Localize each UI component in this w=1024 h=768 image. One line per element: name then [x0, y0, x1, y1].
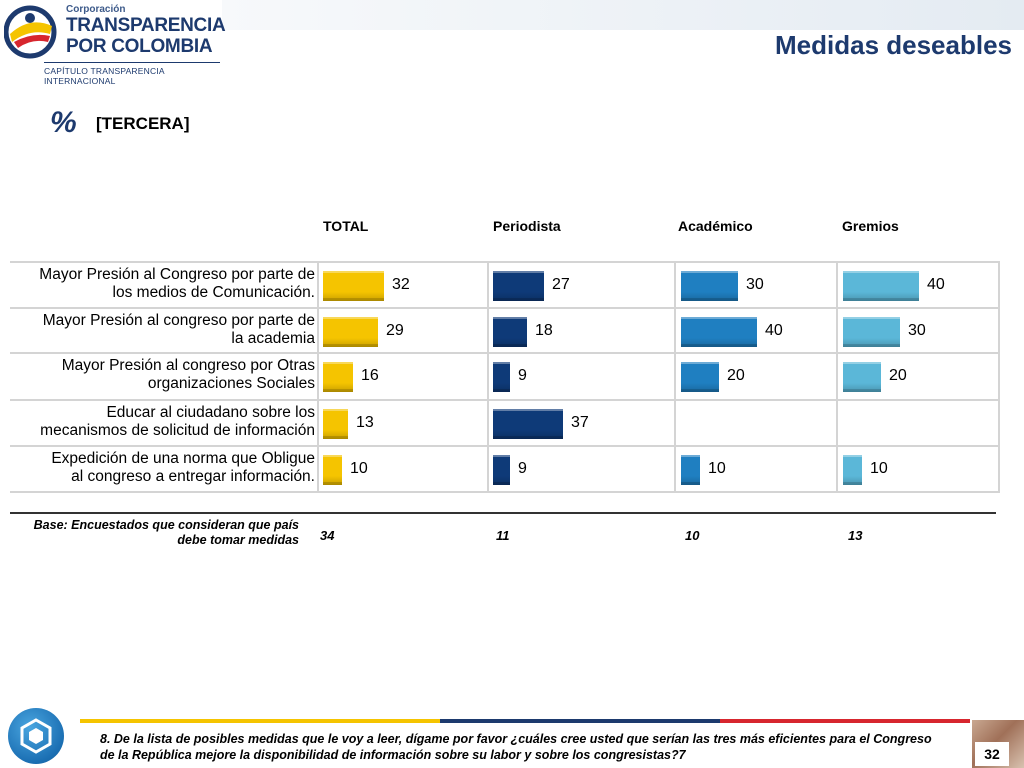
logo-emblem-icon — [4, 5, 57, 59]
bar — [493, 409, 563, 439]
category-label-line: al congreso a entregar información. — [71, 468, 315, 485]
bar — [843, 317, 900, 347]
category-label-line: Mayor Presión al congreso por Otras — [61, 357, 315, 374]
data-label: 27 — [552, 276, 570, 293]
base-label: Base: Encuestados que consideran que paí… — [33, 518, 299, 547]
data-label: 10 — [870, 460, 888, 477]
data-label: 10 — [708, 460, 726, 477]
footer-question: 8. De la lista de posibles medidas que l… — [100, 732, 932, 762]
column-header-2: Académico — [678, 218, 753, 234]
bar — [493, 455, 510, 485]
category-label-line: Educar al ciudadano sobre los — [106, 404, 315, 421]
data-label: 30 — [908, 322, 926, 339]
data-label: 30 — [746, 276, 764, 293]
bar — [681, 362, 719, 392]
grid-row-line — [10, 352, 1000, 354]
grid-column-line — [674, 262, 676, 492]
category-label: Educar al ciudadano sobre los mecanismos … — [10, 404, 315, 440]
data-label: 9 — [518, 460, 527, 477]
grid-column-line — [998, 262, 1000, 492]
bar — [843, 271, 919, 301]
logo-subtitle: CAPÍTULO TRANSPARENCIA INTERNACIONAL — [44, 66, 165, 86]
category-label-line: la academia — [231, 330, 315, 347]
data-label: 20 — [889, 367, 907, 384]
category-label-line: mecanismos de solicitud de información — [40, 422, 315, 439]
bar — [493, 271, 544, 301]
bar — [323, 455, 342, 485]
category-label: Mayor Presión al congreso por parte de la… — [10, 312, 315, 348]
column-header-1: Periodista — [493, 218, 561, 234]
category-label-line: Expedición de una norma que Obligue — [51, 450, 315, 467]
data-label: 10 — [350, 460, 368, 477]
bar — [493, 317, 527, 347]
base-value: 10 — [685, 528, 700, 543]
category-label-line: Mayor Presión al Congreso por parte de — [39, 266, 315, 283]
bar — [493, 362, 510, 392]
data-label: 29 — [386, 322, 404, 339]
base-divider — [10, 512, 996, 514]
data-label: 20 — [727, 367, 745, 384]
base-value: 13 — [848, 528, 863, 543]
grid-row-line — [10, 491, 1000, 493]
category-label: Mayor Presión al congreso por Otras organ… — [10, 357, 315, 393]
bar — [323, 362, 353, 392]
bar — [843, 455, 862, 485]
bar — [681, 317, 757, 347]
logo-small-text: Corporación — [66, 4, 126, 15]
bar — [681, 455, 700, 485]
category-label-line: los medios de Comunicación. — [112, 284, 315, 301]
grid-row-line — [10, 307, 1000, 309]
grid-column-line — [487, 262, 489, 492]
logo-line-2: POR COLOMBIA — [66, 36, 213, 57]
footer-bar-yellow — [80, 719, 440, 723]
grid-row-line — [10, 445, 1000, 447]
data-label: 40 — [927, 276, 945, 293]
category-label: Mayor Presión al Congreso por parte de lo… — [10, 266, 315, 302]
data-label: 18 — [535, 322, 553, 339]
grid-column-line — [317, 262, 319, 492]
cube-logo-icon — [8, 708, 64, 764]
category-label-line: Mayor Presión al congreso por parte de — [42, 312, 315, 329]
bar — [843, 362, 881, 392]
footer-bar-blue — [440, 719, 720, 723]
data-label: 40 — [765, 322, 783, 339]
data-label: 9 — [518, 367, 527, 384]
data-label: 37 — [571, 414, 589, 431]
column-header-3: Gremios — [842, 218, 899, 234]
chart-subtitle: [TERCERA] — [96, 114, 190, 133]
bar — [323, 271, 384, 301]
footer-bar-red — [720, 719, 970, 723]
chart-table: Mayor Presión al Congreso por parte de lo… — [10, 261, 1000, 493]
grid-row-line — [10, 399, 1000, 401]
header-strip — [222, 0, 1024, 30]
category-label-line: organizaciones Sociales — [147, 375, 315, 392]
page-title: Medidas deseables — [775, 30, 1012, 60]
category-label: Expedición de una norma que Obligue al co… — [10, 450, 315, 486]
bar — [323, 317, 378, 347]
grid-column-line — [836, 262, 838, 492]
logo-line-1: TRANSPARENCIA — [66, 15, 226, 36]
data-label: 32 — [392, 276, 410, 293]
bar — [323, 409, 348, 439]
base-value: 34 — [320, 528, 335, 543]
data-label: 13 — [356, 414, 374, 431]
grid-row-line — [10, 261, 1000, 263]
percent-symbol: % — [50, 106, 77, 139]
base-value: 11 — [496, 528, 510, 543]
page-number: 32 — [975, 742, 1009, 766]
data-label: 16 — [361, 367, 379, 384]
bar — [681, 271, 738, 301]
logo: Corporación TRANSPARENCIA POR COLOMBIA C… — [4, 2, 226, 86]
logo-divider — [44, 62, 220, 63]
column-header-0: TOTAL — [323, 218, 369, 234]
